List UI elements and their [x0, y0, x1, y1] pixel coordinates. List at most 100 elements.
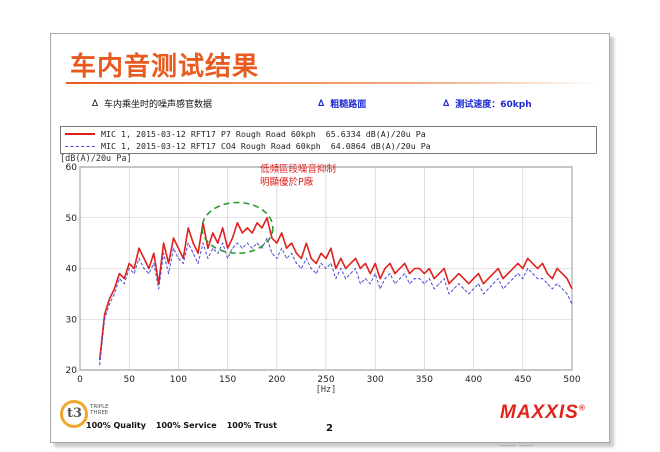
data-point-co4	[541, 278, 544, 280]
data-point-p7	[212, 232, 214, 234]
data-point-p7	[389, 262, 391, 265]
chart-annotation: 低頻區段噪音抑制 明顯優於P廠	[260, 163, 336, 189]
data-point-p7	[399, 267, 401, 270]
highlight-ellipse	[201, 201, 274, 255]
data-point-p7	[182, 257, 184, 259]
data-point-co4	[409, 283, 411, 285]
data-point-p7	[295, 252, 298, 254]
data-point-co4	[276, 257, 278, 259]
data-point-co4	[389, 272, 391, 275]
legend-label-co4: MIC 1, 2015-03-12 RFT17 CO4 Rough Road 6…	[101, 141, 431, 151]
data-point-co4	[359, 283, 362, 285]
data-point-co4	[261, 247, 263, 249]
logo-text: TRIPLE THREE	[90, 404, 109, 416]
data-point-co4	[113, 293, 116, 295]
data-point-p7	[281, 232, 283, 234]
data-point-p7	[556, 267, 558, 270]
info-item-speed: ∆ 测试速度：60kph	[443, 97, 532, 111]
y-tick-label: 20	[66, 366, 78, 376]
x-tick-label: 300	[367, 375, 384, 385]
info-label-road: 粗糙路面	[330, 100, 367, 110]
x-tick-label: 350	[416, 375, 433, 385]
data-point-p7	[458, 272, 460, 275]
data-point-p7	[266, 217, 268, 219]
title-underline	[66, 82, 600, 84]
data-point-p7	[571, 288, 573, 290]
data-point-p7	[473, 278, 475, 280]
data-point-co4	[473, 288, 475, 290]
data-point-co4	[571, 303, 573, 305]
chart-legend: MIC 1, 2015-03-12 RFT17 P7 Rough Road 60…	[60, 126, 597, 154]
y-tick-label: 40	[66, 265, 78, 275]
data-point-p7	[236, 222, 239, 224]
data-point-p7	[374, 262, 376, 265]
data-point-co4	[256, 242, 258, 244]
y-tick-label: 50	[66, 214, 78, 224]
data-point-p7	[325, 257, 327, 259]
data-point-p7	[153, 252, 155, 254]
data-point-p7	[477, 272, 480, 275]
data-point-p7	[522, 267, 524, 270]
y-tick-label: 60	[66, 163, 78, 173]
data-point-p7	[384, 267, 386, 270]
data-point-p7	[394, 272, 396, 275]
data-point-co4	[310, 267, 312, 270]
data-point-p7	[128, 262, 130, 265]
registered-mark: ®	[578, 403, 586, 413]
data-point-p7	[443, 267, 445, 270]
data-point-co4	[335, 278, 337, 280]
data-point-co4	[286, 257, 288, 259]
data-point-co4	[551, 288, 553, 290]
data-point-p7	[541, 262, 544, 265]
page-number: 2	[326, 423, 333, 434]
data-point-co4	[231, 247, 234, 249]
logo-mark: t3	[67, 406, 83, 421]
data-point-p7	[532, 262, 534, 265]
data-point-co4	[404, 272, 406, 275]
data-point-p7	[354, 257, 357, 259]
info-label-condition: 车内乘坐时的噪声感官数据	[104, 100, 213, 110]
data-point-p7	[413, 267, 416, 270]
info-label-speed: 测试速度：60kph	[455, 100, 532, 110]
x-tick-label: 0	[77, 375, 83, 385]
data-point-co4	[281, 247, 283, 249]
data-point-co4	[512, 278, 514, 280]
data-point-co4	[305, 257, 307, 259]
data-point-p7	[123, 278, 125, 280]
data-point-p7	[482, 283, 485, 285]
data-point-p7	[364, 262, 366, 265]
x-tick-label: 450	[514, 375, 531, 385]
info-item-road: ∆ 粗糙路面	[318, 97, 367, 111]
data-point-p7	[335, 267, 337, 270]
data-point-co4	[546, 283, 549, 285]
data-point-p7	[409, 272, 411, 275]
annotation-line-1: 低頻區段噪音抑制	[260, 164, 337, 175]
legend-entry-p7: MIC 1, 2015-03-12 RFT17 P7 Rough Road 60…	[65, 128, 426, 140]
data-point-p7	[207, 247, 209, 249]
data-point-p7	[271, 237, 273, 239]
data-point-co4	[290, 252, 293, 254]
data-point-p7	[320, 252, 322, 254]
legend-swatch-co4	[65, 145, 95, 147]
data-point-p7	[167, 262, 170, 265]
data-point-co4	[187, 242, 189, 244]
triangle-icon: ∆	[318, 98, 325, 109]
x-tick-label: 50	[123, 375, 135, 385]
data-point-co4	[350, 272, 352, 275]
x-tick-label: 500	[563, 375, 580, 385]
data-point-p7	[172, 237, 175, 239]
data-point-co4	[153, 262, 155, 265]
data-point-co4	[99, 364, 101, 366]
data-point-co4	[222, 242, 224, 244]
data-point-co4	[167, 272, 170, 275]
data-point-p7	[310, 257, 312, 259]
data-point-co4	[133, 272, 135, 275]
data-point-co4	[197, 262, 199, 265]
data-point-co4	[123, 283, 125, 285]
data-point-co4	[172, 247, 175, 249]
data-point-co4	[418, 278, 421, 280]
data-point-co4	[507, 283, 509, 285]
data-point-co4	[202, 242, 204, 244]
data-point-p7	[290, 242, 293, 244]
data-point-co4	[566, 293, 568, 295]
